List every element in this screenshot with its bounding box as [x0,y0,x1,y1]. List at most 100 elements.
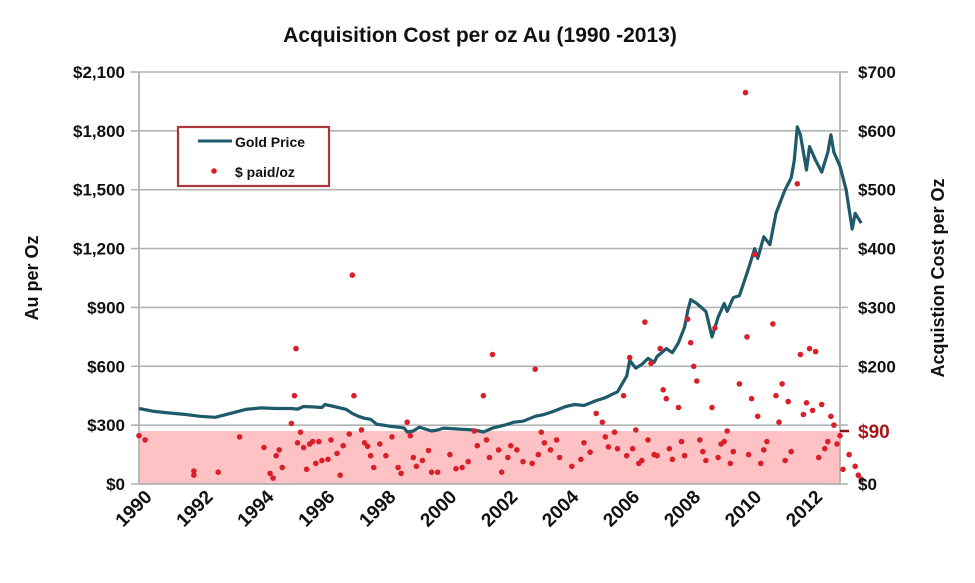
paid-per-oz-point [700,448,706,455]
paid-per-oz-point [288,420,295,427]
paid-per-oz-point [553,437,560,443]
paid-per-oz-point [136,432,142,439]
paid-per-oz-point [303,466,310,473]
paid-per-oz-point [297,429,304,436]
paid-per-oz-point [340,442,347,449]
paid-per-oz-point [276,447,283,453]
x-tick-label: 2010 [721,487,766,532]
threshold-marker: $90 [840,422,890,443]
paid-per-oz-point [629,445,636,452]
paid-per-oz-point [654,452,660,459]
paid-per-oz-point [837,432,843,439]
paid-per-oz-point [626,354,633,361]
y-left-tick-label: $1,800 [73,122,125,141]
paid-per-oz-point [428,469,435,476]
paid-per-oz-point [745,451,752,458]
y-right-tick-label: $700 [858,63,896,82]
paid-per-oz-point [328,437,334,443]
paid-per-oz-point [389,434,395,440]
paid-per-oz-point [806,345,813,352]
legend-dot-swatch [211,168,217,174]
paid-per-oz-point [349,272,356,278]
paid-per-oz-point [261,444,267,451]
x-tick-label: 2000 [417,487,462,532]
paid-per-oz-point [639,457,645,464]
paid-per-oz-point [236,434,243,440]
paid-per-oz-point [480,392,487,399]
axes [131,71,848,485]
paid-per-oz-point [715,454,721,461]
paid-per-oz-point [465,458,472,465]
paid-per-oz-point [532,366,538,373]
paid-per-oz-point [578,456,584,463]
paid-per-oz-point [730,448,737,455]
legend-label-paid-per-oz: $ paid/oz [235,164,295,180]
paid-per-oz-point [623,452,630,459]
paid-per-oz-point [404,419,411,426]
paid-per-oz-point [215,469,221,476]
paid-per-oz-series [136,89,865,483]
paid-per-oz-point [529,460,535,467]
paid-per-oz-point [413,463,420,470]
paid-per-oz-point [669,456,676,463]
legend-box [176,125,331,188]
paid-per-oz-point [678,438,685,445]
paid-per-oz-point [779,381,785,387]
x-tick-label: 2002 [478,487,523,532]
paid-per-oz-point [840,466,846,473]
y-right-tick-label: $400 [858,240,896,259]
paid-per-oz-point [505,454,511,461]
paid-per-oz-point [267,470,273,477]
paid-per-oz-point [684,316,691,323]
paid-per-oz-point [309,438,316,445]
y-right-tick-label: $600 [858,122,896,141]
paid-per-oz-point [316,438,322,445]
paid-per-oz-point [648,360,654,367]
paid-per-oz-point [319,457,325,464]
paid-per-oz-point [666,445,673,452]
paid-per-oz-point [822,445,828,452]
paid-per-oz-point [794,181,801,187]
paid-per-oz-point [633,427,639,433]
paid-per-oz-point [419,457,426,464]
paid-per-oz-point [782,457,788,464]
paid-per-oz-point [273,452,280,459]
y-left-tick-label: $600 [87,357,125,376]
paid-per-oz-point [383,452,389,459]
paid-per-oz-point [520,458,526,465]
paid-per-oz-point [495,447,502,453]
gold-price-line [138,125,863,434]
paid-per-oz-point [556,454,563,461]
paid-per-oz-point [681,452,688,459]
paid-per-oz-point [377,441,383,447]
paid-per-oz-point [605,444,612,450]
paid-per-oz-point [191,472,197,479]
paid-per-oz-point [270,475,276,481]
paid-per-oz-point [410,454,417,461]
paid-per-oz-point [797,351,804,358]
chart-title: Acquisition Cost per oz Au (1990 -2013) [283,24,677,47]
x-tick-label: 2006 [599,487,644,532]
paid-per-oz-point [489,351,496,358]
threshold-label: $90 [858,422,890,443]
paid-per-oz-point [593,410,599,417]
paid-per-oz-point [483,437,490,443]
x-tick-label: 2008 [660,487,705,532]
paid-per-oz-point [395,464,401,471]
paid-per-oz-point [736,381,743,387]
x-tick-label: 1998 [356,487,401,532]
paid-per-oz-point [191,468,197,474]
x-tick-label: 1996 [295,487,340,532]
paid-per-oz-point [291,392,298,399]
y-left-tick-label: $900 [87,298,125,317]
paid-per-oz-point [694,378,700,384]
paid-per-oz-point [538,429,545,436]
paid-per-oz-point [535,451,542,458]
paid-per-oz-point [776,419,782,426]
paid-per-oz-point [337,472,344,479]
x-tick-label: 1992 [173,487,218,532]
y-left-tick-label: $2,100 [73,63,125,82]
paid-per-oz-point [675,404,682,411]
gold-price-series [138,125,863,434]
paid-per-oz-point [712,325,718,331]
